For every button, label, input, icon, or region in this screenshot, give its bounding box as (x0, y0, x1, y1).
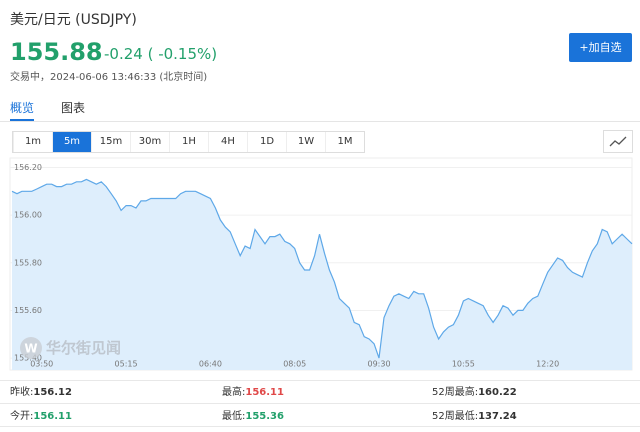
icon (609, 136, 627, 147)
divider (0, 380, 640, 381)
divider (0, 426, 640, 427)
change: -0.24 ( -0.15%) (104, 45, 218, 63)
add-watchlist-button[interactable]: +加自选 (569, 33, 632, 62)
stat-value: 155.36 (245, 411, 284, 422)
title: 美元/日元 (USDJPY) (10, 12, 137, 28)
stat-label: 52周最低: (432, 411, 479, 422)
chart-type-button[interactable] (603, 130, 633, 153)
status: 交易中，2024-06-06 13:46:33 (北京时间) (10, 72, 208, 83)
stat-label: 52周最高: (432, 387, 479, 398)
y-tick-label: 155.80 (14, 258, 42, 267)
tab[interactable]: 图表 (61, 101, 86, 115)
stat-label: 最高: (222, 387, 246, 398)
tab-indicator (10, 119, 34, 121)
x-tick-label: 05:15 (115, 360, 138, 369)
divider (0, 403, 640, 404)
stat-value: 160.22 (478, 387, 517, 398)
watermark: 华尔街见闻 (46, 339, 121, 357)
y-tick-label: 155.40 (14, 354, 42, 363)
x-tick-label: 09:30 (368, 360, 391, 369)
x-tick-label: 06:40 (199, 360, 222, 369)
interval-button[interactable]: 15m (91, 132, 130, 152)
stat-label: 昨收: (10, 387, 34, 398)
watermark-logo (20, 337, 42, 359)
interval-button[interactable]: 5m (52, 132, 91, 152)
interval-button[interactable]: 1m (13, 132, 52, 152)
y-tick-label: 156.20 (14, 163, 42, 172)
stat-label: 今开: (10, 411, 34, 422)
stat: 52周最低:137.24 (432, 407, 517, 422)
x-tick-label: 12:20 (536, 360, 559, 369)
interval-button[interactable]: 1M (325, 132, 364, 152)
interval-button[interactable]: 1W (286, 132, 325, 152)
interval-button[interactable]: 1H (169, 132, 208, 152)
y-tick-label: 156.00 (14, 211, 42, 220)
y-tick-label: 155.60 (14, 306, 42, 315)
tab[interactable]: 概览 (10, 101, 35, 115)
interval-button[interactable]: 1D (247, 132, 286, 152)
line (11, 178, 633, 359)
x-tick-label: 08:05 (283, 360, 306, 369)
plot-border (9, 157, 633, 371)
stat: 今开:156.11 (10, 407, 72, 422)
stat-label: 最低: (222, 411, 246, 422)
interval-button[interactable]: 30m (130, 132, 169, 152)
stat: 昨收:156.12 (10, 383, 72, 398)
stat: 最高:156.11 (222, 383, 284, 398)
stat: 52周最高:160.22 (432, 383, 517, 398)
interval-group: 1m 5m 15m 30m 1H 4H 1D 1W 1M (12, 131, 365, 153)
divider (0, 121, 640, 122)
stat: 最低:155.36 (222, 407, 284, 422)
stat-value: 156.11 (33, 411, 72, 422)
price: 155.88 (10, 38, 103, 66)
interval-button[interactable]: 4H (208, 132, 247, 152)
watermark-logo-letter: W (24, 342, 37, 356)
x-tick-label: 10:55 (452, 360, 475, 369)
area (12, 179, 632, 370)
stat-value: 137.24 (478, 411, 517, 422)
stat-value: 156.12 (33, 387, 72, 398)
stat-value: 156.11 (245, 387, 284, 398)
x-tick-label: 03:50 (30, 360, 53, 369)
